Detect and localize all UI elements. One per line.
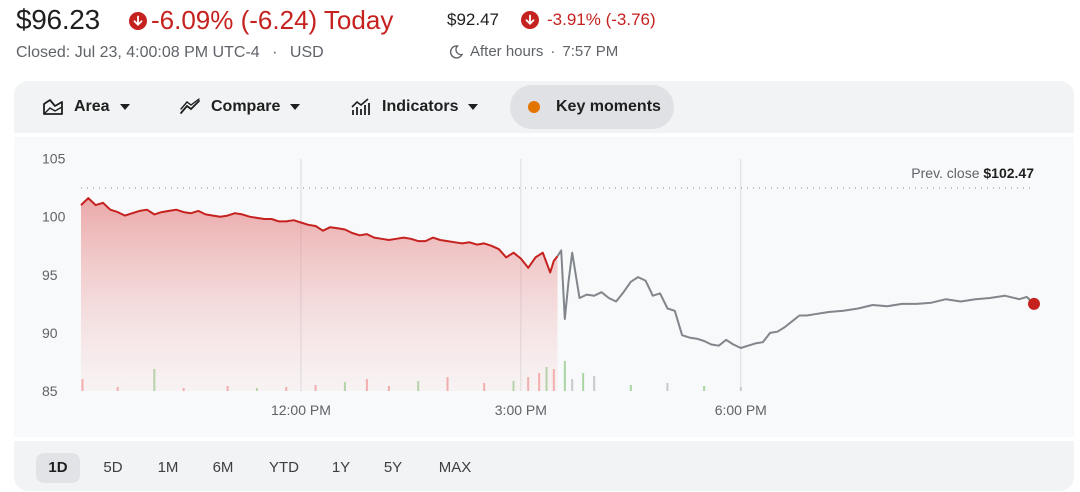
range-ytd[interactable]: YTD [269, 459, 299, 476]
compare-label: Compare [211, 98, 281, 115]
after-hours-change: -3.91% (-3.76) [547, 10, 656, 29]
indicators-dropdown[interactable]: Indicators [350, 91, 479, 123]
x-tick-label: 12:00 PM [271, 402, 331, 418]
volume-bar [582, 373, 585, 391]
separator: · [272, 44, 278, 61]
price-chart[interactable]: 105 100 95 90 85 12:00 PM 3:00 PM 6:00 PM Prev. … [14, 137, 1074, 437]
range-1d[interactable]: 1D [36, 453, 80, 483]
key-moments-toggle[interactable]: Key moments [510, 85, 674, 129]
chart-toolbar: Area Compare Indicators Key moments [14, 81, 1074, 133]
price-change: -6.09% (-6.24) Today [151, 5, 394, 35]
after-hours-price-line [556, 249, 1035, 349]
down-arrow-icon [129, 12, 147, 30]
after-hours-price: $92.47 [447, 10, 499, 29]
after-hours-label: After hours [470, 43, 544, 60]
indicators-label: Indicators [382, 98, 459, 115]
moon-icon [449, 45, 464, 59]
x-tick-label: 3:00 PM [495, 402, 547, 418]
range-1m[interactable]: 1M [157, 459, 179, 476]
chevron-down-icon [468, 104, 479, 110]
current-price-marker [1028, 297, 1040, 310]
volume-bar [666, 383, 669, 391]
current-price: $96.23 [16, 4, 100, 35]
chevron-down-icon [290, 104, 301, 110]
volume-bar [739, 387, 742, 391]
after-hours-down-icon [521, 11, 539, 29]
y-tick-label: 105 [42, 151, 66, 167]
y-tick-label: 95 [42, 267, 58, 283]
after-hours-time: 7:57 PM [562, 43, 619, 60]
after-hours-status: After hours · 7:57 PM [448, 41, 618, 63]
chevron-down-icon [119, 104, 130, 110]
separator: · [550, 43, 556, 60]
x-tick-label: 6:00 PM [715, 402, 767, 418]
range-selector: 1D 5D 1M 6M YTD 1Y 5Y MAX [14, 441, 1074, 491]
y-tick-label: 100 [42, 209, 66, 225]
currency-label: USD [289, 44, 324, 61]
key-moments-label: Key moments [556, 98, 661, 115]
compare-icon [180, 98, 200, 114]
volume-bar [629, 385, 632, 391]
y-tick-label: 85 [42, 383, 58, 399]
compare-dropdown[interactable]: Compare [179, 91, 301, 123]
range-6m[interactable]: 6M [212, 459, 234, 476]
price-chart-panel[interactable]: 105 100 95 90 85 12:00 PM 3:00 PM 6:00 PM Prev. … [14, 137, 1074, 437]
volume-bar [593, 376, 596, 391]
session-area-fill [81, 198, 558, 391]
indicators-icon [351, 98, 370, 115]
market-status: Closed: Jul 23, 4:00:08 PM UTC-4 · USD [16, 42, 324, 64]
range-5y[interactable]: 5Y [383, 459, 403, 476]
range-5d[interactable]: 5D [103, 459, 123, 476]
area-label: Area [74, 98, 110, 115]
volume-bar [703, 386, 706, 391]
closed-timestamp: Closed: Jul 23, 4:00:08 PM UTC-4 [16, 44, 260, 61]
key-moments-dot-icon [528, 101, 540, 113]
volume-bar [571, 379, 574, 391]
y-tick-label: 90 [42, 325, 58, 341]
area-dropdown[interactable]: Area [42, 91, 130, 123]
volume-bar [563, 361, 566, 391]
range-1y[interactable]: 1Y [331, 459, 351, 476]
range-max[interactable]: MAX [438, 459, 472, 476]
area-chart-icon [43, 99, 63, 115]
prev-close-label: Prev. close $102.47 [911, 165, 1034, 181]
